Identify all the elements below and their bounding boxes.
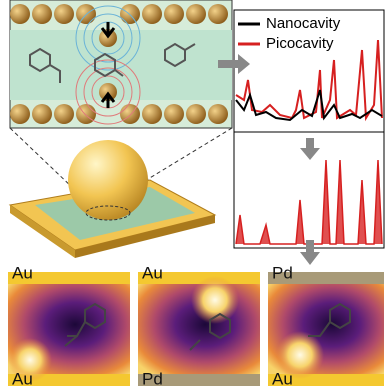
map-panel: Pd Au: [268, 263, 384, 386]
panel-label: Au: [12, 369, 33, 386]
panel-label: Pd: [142, 369, 163, 386]
molecules: [64, 302, 351, 351]
arrows: [218, 54, 320, 265]
panel-label: Pd: [272, 263, 293, 282]
cavity-inset: [9, 0, 233, 129]
map-panel: Au Pd: [138, 263, 260, 386]
legend-label: Nanocavity: [266, 15, 341, 32]
panel-label: Au: [142, 263, 163, 282]
spectra: Nanocavity Picocavity: [233, 9, 385, 249]
legend-label: Picocavity: [266, 35, 334, 52]
nanoparticle: [8, 140, 217, 258]
map-panel: Au Au: [8, 263, 130, 386]
panel-label: Au: [12, 263, 33, 282]
panel-label: Au: [272, 369, 293, 386]
